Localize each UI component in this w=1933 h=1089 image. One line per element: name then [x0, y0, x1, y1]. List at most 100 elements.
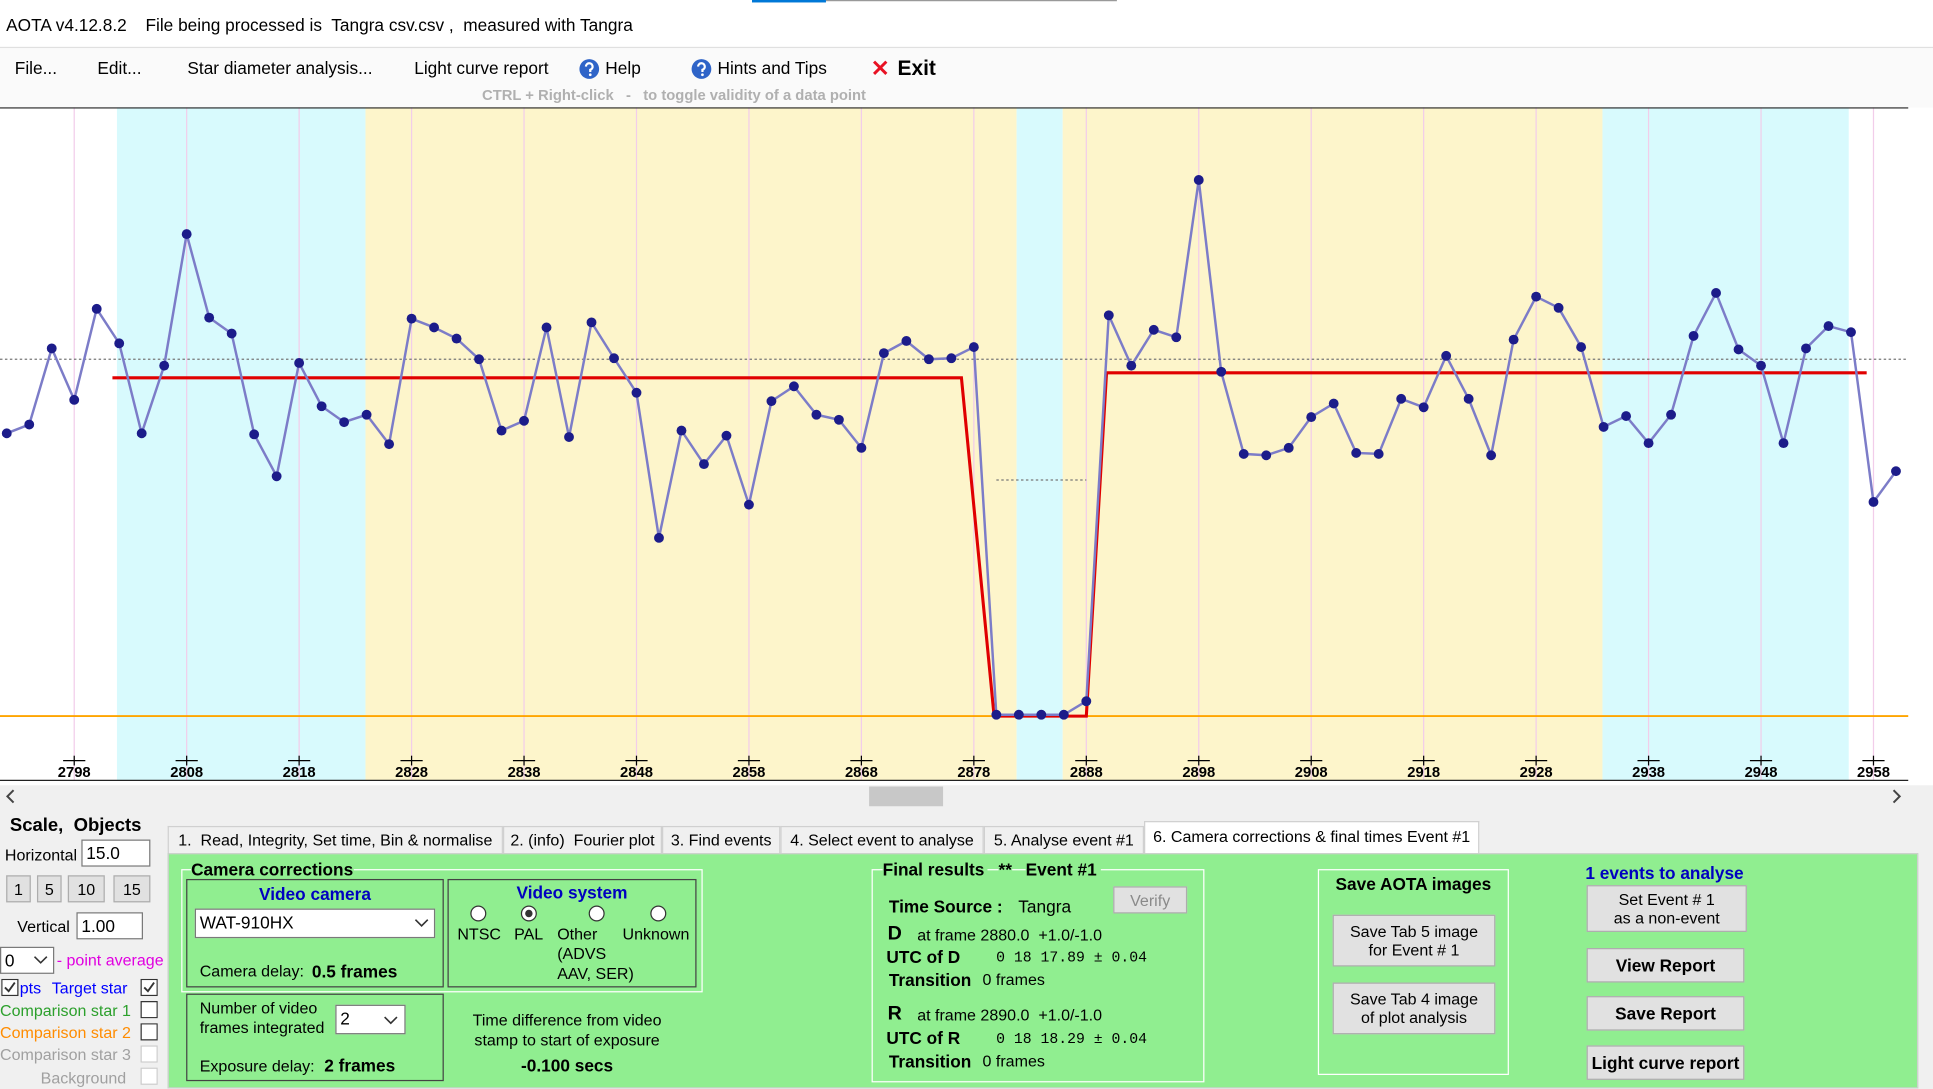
scale-button[interactable]: 15	[113, 875, 151, 903]
menu-item[interactable]: Exit	[897, 56, 936, 81]
camera-select[interactable]: WAT-910HX	[194, 908, 436, 939]
data-point	[1688, 330, 1699, 341]
data-point	[1238, 449, 1249, 459]
tab[interactable]: 5. Analyse event #1	[983, 825, 1145, 854]
data-point	[1351, 448, 1362, 458]
view-report-button[interactable]: View Report	[1586, 948, 1745, 983]
tab-selected[interactable]: 6. Camera corrections & final times Even…	[1144, 821, 1480, 855]
camera-delay: 0.5 frames	[311, 961, 398, 982]
menu-item[interactable]: Hints and Tips	[717, 57, 827, 78]
tab[interactable]: 1. Read, Integrity, Set time, Bin & norm…	[167, 825, 503, 854]
scale-button[interactable]: 10	[67, 875, 105, 903]
dropdown-arrow	[33, 956, 48, 964]
final-event: Event #1	[1025, 859, 1101, 879]
object-label: Comparison star 1	[0, 1001, 131, 1020]
data-point	[1373, 449, 1384, 459]
save-tab4-button[interactable]: Save Tab 4 image of plot analysis	[1332, 982, 1496, 1035]
d-transition: 0 frames	[982, 970, 1045, 989]
time-diff-value: -0.100 secs	[521, 1055, 614, 1075]
menu-item[interactable]: Help	[605, 57, 641, 78]
save-tab5-button[interactable]: Save Tab 5 image for Event # 1	[1332, 914, 1496, 967]
point-average-select[interactable]: 0	[0, 946, 55, 974]
data-point	[1148, 324, 1159, 335]
button-text: of plot analysis	[1360, 1008, 1468, 1027]
exposure-delay-label: Exposure delay:	[199, 1056, 315, 1075]
button-text: Save Tab 5 image	[1349, 922, 1479, 941]
save-report-button[interactable]: Save Report	[1586, 996, 1745, 1031]
tab[interactable]: 2. (info) Fourier plot	[502, 825, 663, 854]
data-point	[923, 354, 934, 365]
data-point	[541, 322, 552, 333]
non-event-button[interactable]: Set Event # 1 as a non-event	[1586, 885, 1747, 932]
data-point	[586, 317, 597, 328]
data-point	[564, 432, 574, 442]
band	[1602, 107, 1849, 781]
data-point	[1846, 327, 1856, 338]
title-accent	[751, 0, 826, 3]
x-tick-label: 2868	[845, 765, 878, 781]
d-letter: D	[887, 923, 902, 945]
exit-icon[interactable]	[872, 59, 889, 76]
save-title: Save AOTA images	[1335, 874, 1492, 894]
data-point	[1036, 709, 1047, 720]
title-bar	[0, 0, 1933, 49]
x-tick-label: 2798	[58, 765, 91, 781]
final-title: Final results	[882, 859, 989, 879]
data-point	[1508, 334, 1519, 345]
checkbox[interactable]	[1, 978, 19, 997]
save-group	[1317, 869, 1509, 1075]
data-point	[1013, 709, 1024, 720]
menu-item[interactable]: Star diameter analysis...	[187, 57, 373, 78]
vertical-input[interactable]: 1.00	[76, 912, 144, 940]
data-point	[1486, 450, 1497, 461]
data-point	[1, 428, 12, 439]
menu-bar	[0, 48, 1933, 108]
data-point	[46, 343, 57, 354]
data-point	[69, 394, 80, 405]
data-point	[1733, 344, 1744, 355]
scrollbar[interactable]	[0, 785, 1933, 808]
data-point	[1418, 402, 1429, 413]
object-label: Background	[40, 1068, 127, 1088]
button-text: Save Tab 4 image	[1349, 989, 1479, 1009]
checkbox[interactable]	[140, 1023, 158, 1041]
object-label: Comparison star 3	[0, 1045, 131, 1064]
radio-group[interactable]	[468, 905, 678, 923]
x-tick-label: 2878	[957, 765, 990, 781]
data-point	[249, 429, 260, 440]
app-version: AOTA v4.12.8.2	[6, 14, 127, 35]
object-label: Comparison star 2	[0, 1023, 131, 1042]
data-point	[159, 360, 170, 371]
data-point	[406, 313, 417, 324]
verify-button[interactable]: Verify	[1113, 886, 1188, 914]
checkbox[interactable]	[140, 978, 158, 997]
menu-item[interactable]: Edit...	[97, 57, 142, 78]
light-curve-report-button[interactable]: Light curve report	[1586, 1045, 1745, 1080]
help-icon[interactable]	[578, 58, 600, 80]
horizontal-input[interactable]: 15.0	[81, 839, 151, 867]
scale-button[interactable]: 1	[6, 875, 31, 903]
x-tick-label: 2938	[1632, 765, 1665, 781]
tab[interactable]: 3. Find events	[662, 825, 781, 854]
data-point	[339, 417, 350, 428]
camera-delay-label: Camera delay:	[199, 961, 304, 981]
camera-group	[181, 869, 703, 993]
time-diff-label: stamp to start of exposure	[474, 1030, 660, 1050]
data-point	[429, 322, 440, 333]
menu-item[interactable]: Light curve report	[414, 57, 549, 78]
checkbox[interactable]	[140, 1001, 158, 1019]
data-point	[766, 396, 777, 407]
time-diff-label: Time difference from video	[472, 1010, 662, 1030]
hints-icon[interactable]	[690, 58, 712, 80]
hint: CTRL + Right-click - to toggle validity …	[482, 86, 866, 104]
d-frame: at frame 2880.0 +1.0/-1.0	[917, 925, 1103, 945]
r-frame: at frame 2890.0 +1.0/-1.0	[917, 1005, 1103, 1025]
data-point	[1891, 466, 1901, 477]
band	[1062, 107, 1603, 781]
scale-button[interactable]: 5	[36, 875, 62, 903]
tab[interactable]: 4. Select event to analyse	[780, 825, 984, 854]
menu-item[interactable]: File...	[14, 57, 57, 78]
point-average-label: - point average	[56, 950, 164, 969]
video-camera-title: Video camera	[258, 883, 371, 904]
